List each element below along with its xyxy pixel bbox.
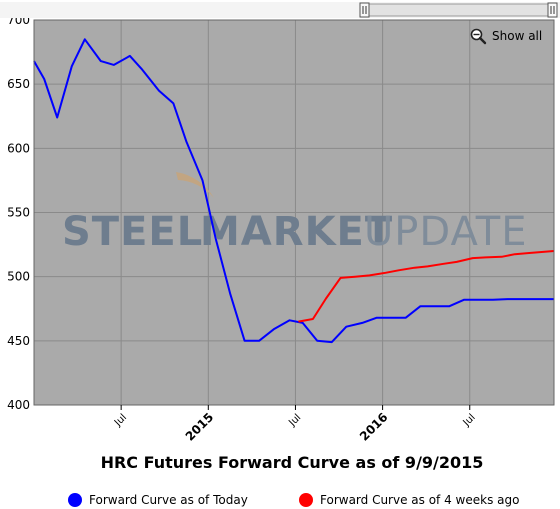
zoom-out-icon (470, 28, 487, 45)
legend-item-today[interactable]: Forward Curve as of Today (68, 493, 248, 507)
y-tick-label: 450 (7, 334, 30, 348)
series-line-today (33, 38, 554, 344)
y-tick-label: 600 (7, 141, 30, 155)
navigator-selection[interactable] (364, 3, 554, 17)
legend-label: Forward Curve as of 4 weeks ago (320, 493, 519, 507)
x-tick-label: Jul (461, 412, 478, 429)
x-tick-label: Jul (112, 412, 129, 429)
watermark-word-market: MARKET (200, 209, 393, 255)
plot-border (33, 19, 555, 406)
show-all-label: Show all (492, 29, 542, 43)
show-all-button[interactable]: Show all (470, 28, 543, 45)
series-lines (33, 38, 555, 344)
x-tick-label: 2016 (357, 410, 391, 444)
y-tick-label: 400 (7, 398, 30, 412)
legend-marker (68, 493, 82, 507)
watermark-word-steel: STEEL (62, 209, 203, 255)
x-tick-label: 2015 (183, 410, 217, 444)
grid-lines (34, 19, 554, 406)
range-navigator[interactable] (0, 2, 560, 18)
steel-market-update-watermark: STEEL MARKET UPDATE (62, 172, 527, 287)
legend[interactable]: Forward Curve as of Today Forward Curve a… (68, 493, 519, 507)
y-tick-label: 650 (7, 77, 30, 91)
legend-marker (299, 493, 313, 507)
y-tick-label: 550 (7, 206, 30, 220)
navigator-right-handle[interactable] (547, 2, 558, 18)
watermark-word-update: UPDATE (364, 209, 527, 255)
legend-item-4-weeks-ago[interactable]: Forward Curve as of 4 weeks ago (299, 493, 519, 507)
chart-title: HRC Futures Forward Curve as of 9/9/2015 (101, 453, 484, 472)
x-axis-ticks: Jul 2015 Jul 2016 Jul (112, 405, 478, 444)
legend-label: Forward Curve as of Today (89, 493, 248, 507)
y-tick-label: 500 (7, 270, 30, 284)
navigator-left-handle[interactable] (359, 2, 370, 18)
x-tick-label: Jul (286, 412, 303, 429)
series-line-4-weeks-ago (298, 250, 555, 323)
watermark-logo-swoosh (121, 172, 214, 287)
